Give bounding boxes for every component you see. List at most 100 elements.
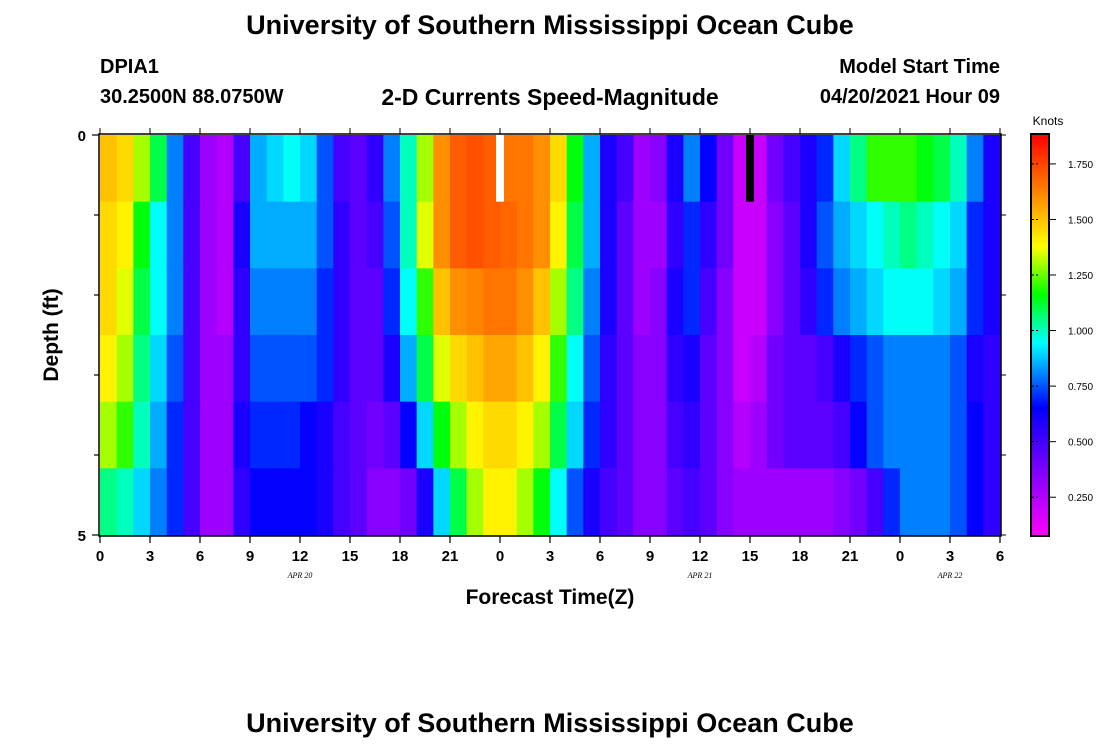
heatmap-cell [666,335,684,403]
heatmap-cell [133,468,151,536]
heatmap-cell [383,468,401,536]
heatmap-cell [283,335,301,403]
heatmap-cell [133,135,151,203]
x-axis-label: Forecast Time(Z) [466,586,635,609]
heatmap-cell [716,268,734,336]
colorbar-tick-label: 1.250 [1068,271,1093,282]
heatmap-cell [400,135,418,203]
heatmap-cell [100,468,118,536]
heatmap-cell [966,401,984,469]
heatmap-cell [466,135,484,203]
heatmap-cell [633,201,651,269]
heatmap-cell [500,335,518,403]
heatmap-cell [350,401,368,469]
heatmap-cell [900,201,918,269]
heatmap-cell [816,468,834,536]
heatmap-cell [216,468,234,536]
heatmap-cell [316,268,334,336]
heatmap-cell [183,135,201,203]
heatmap-cell [883,201,901,269]
x-tick-label: 6 [596,548,604,565]
heatmap-cell [316,201,334,269]
heatmap-cell [283,268,301,336]
heatmap-cell [866,268,884,336]
heatmap-cell [550,268,568,336]
heatmap-cell [383,135,401,203]
heatmap-cell [300,401,318,469]
x-tick-label: 0 [96,548,104,565]
heatmap-cell [650,201,668,269]
heatmap-cell [433,468,451,536]
heatmap-cell [366,201,384,269]
heatmap-cell [233,135,251,203]
heatmap-cell [683,335,701,403]
heatmap-cell [516,468,534,536]
heatmap-cell [700,268,718,336]
heatmap-cell [266,268,284,336]
heatmap-cell [483,468,501,536]
colorbar: Knots 0.250 0.500 0.750 1.000 1.250 1.500 1.75… [1030,114,1093,537]
heatmap-cell [283,468,301,536]
chart-subtitle: 2-D Currents Speed-Magnitude [381,84,719,110]
heatmap-cell [350,468,368,536]
heatmap-cell [816,335,834,403]
heatmap-cell [583,201,601,269]
heatmap-cell [516,135,534,203]
heatmap-cell [133,201,151,269]
heatmap-cell [866,201,884,269]
heatmap-cell [633,268,651,336]
heatmap-cell [983,135,1001,203]
heatmap-cell [250,335,268,403]
x-tick-label: 15 [342,548,359,565]
heatmap-cell [416,201,434,269]
heatmap-cell [866,335,884,403]
heatmap-cell [833,335,851,403]
heatmap-cell [200,201,218,269]
heatmap-cell [450,268,468,336]
heatmap-cell [683,268,701,336]
date-label: APR 20 [287,571,313,580]
heatmap-cell [450,335,468,403]
heatmap-cell [883,268,901,336]
heatmap-cell [150,468,168,536]
heatmap-cell [150,335,168,403]
heatmap-cell [550,401,568,469]
heatmap-cell [566,268,584,336]
heatmap-cell [100,268,118,336]
y-axis-label: Depth (ft) [40,288,63,381]
heatmap-cell [950,468,968,536]
heatmap-cell [300,468,318,536]
heatmap-cell [250,201,268,269]
x-tick-label: 0 [896,548,904,565]
heatmap-cell [900,135,918,203]
heatmap-cell [166,335,184,403]
heatmap-cell [733,335,751,403]
date-label: APR 22 [937,571,963,580]
heatmap-cell [633,401,651,469]
heatmap-cell [616,335,634,403]
heatmap-cell [433,268,451,336]
heatmap-cell [283,135,301,203]
heatmap-cell [100,201,118,269]
heatmap-cell [450,401,468,469]
heatmap-cell [116,468,134,536]
heatmap-cell [433,201,451,269]
heatmap-cell [950,335,968,403]
heatmap-cell [183,268,201,336]
heatmap-cell [850,201,868,269]
heatmap-cell [400,201,418,269]
model-start-label: Model Start Time [839,56,1000,78]
date-labels: APR 20 APR 21 APR 22 [287,571,963,580]
heatmap-cell [183,335,201,403]
heatmap-cell [183,468,201,536]
heatmap-cell [683,401,701,469]
heatmap-cell [350,268,368,336]
x-tick-label: 3 [946,548,954,565]
heatmap-cell [483,268,501,336]
heatmap-cell [816,135,834,203]
heatmap-cell [600,268,618,336]
heatmap-cell [116,335,134,403]
heatmap-cell [916,201,934,269]
heatmap-cell [766,201,784,269]
heatmap-cell [150,201,168,269]
